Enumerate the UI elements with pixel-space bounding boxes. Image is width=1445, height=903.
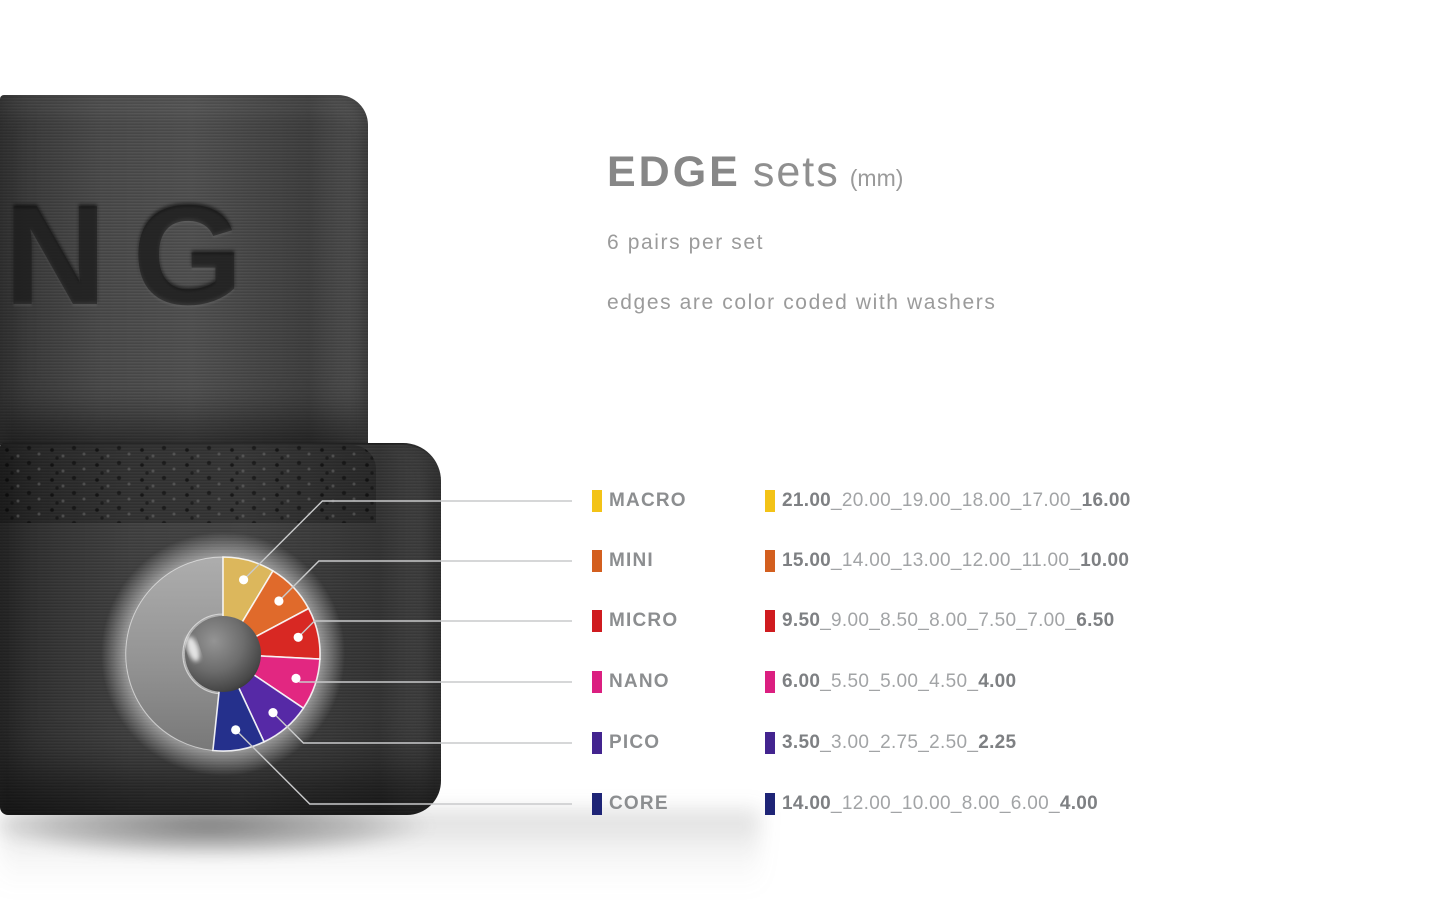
set-row-micro: MICRO 9.50_9.00_8.50_8.00_7.50_7.00_6.50: [592, 608, 1114, 634]
subtitle-color-coded: edges are color coded with washers: [607, 291, 997, 314]
set-color-swatch: [765, 610, 775, 632]
leader-line-macro: [243, 500, 572, 581]
set-color-swatch: [765, 732, 775, 754]
set-row-macro: MACRO 21.00_20.00_19.00_18.00_17.00_16.0…: [592, 488, 1131, 514]
wheel-dot-macro: [239, 575, 249, 585]
leader-line-core: [235, 729, 572, 805]
subtitle-pairs-per-set: 6 pairs per set: [607, 231, 765, 254]
title-sets: sets: [752, 148, 840, 196]
leader-line-pico: [272, 712, 572, 744]
page-title: EDGE sets (mm): [607, 148, 996, 197]
info-panel: EDGE sets (mm) 6 pairs per set edges are c…: [607, 148, 996, 315]
leader-line-mini: [278, 560, 572, 602]
set-values: 14.00_12.00_10.00_8.00_6.00_4.00: [782, 793, 1099, 814]
set-values: 9.50_9.00_8.50_8.00_7.50_7.00_6.50: [782, 610, 1115, 631]
wheel-dot-micro: [293, 632, 303, 642]
wheel-dot-core: [231, 725, 241, 735]
set-row-mini: MINI 15.00_14.00_13.00_12.00_11.00_10.00: [592, 548, 1129, 574]
set-name: MICRO: [609, 610, 679, 631]
wheel-dot-nano: [291, 673, 301, 684]
set-color-swatch: [765, 490, 775, 512]
floor-reflection: [0, 810, 760, 903]
set-row-pico: PICO 3.50_3.00_2.75_2.50_2.25: [592, 730, 1016, 756]
set-color-swatch: [765, 793, 775, 815]
title-unit: (mm): [849, 165, 904, 191]
set-values: 6.00_5.50_5.00_4.50_4.00: [782, 671, 1017, 692]
set-color-swatch: [765, 671, 775, 693]
washer-center-dome: [185, 616, 261, 692]
set-name: MINI: [609, 550, 654, 571]
set-color-swatch: [592, 793, 602, 815]
set-row-core: CORE 14.00_12.00_10.00_8.00_6.00_4.00: [592, 791, 1098, 817]
embossed-logo-text: NG: [4, 176, 269, 335]
set-values: 21.00_20.00_19.00_18.00_17.00_16.00: [782, 490, 1131, 511]
set-name: NANO: [609, 671, 670, 692]
set-color-swatch: [592, 550, 602, 572]
dome-highlight: [186, 636, 200, 662]
set-name: MACRO: [609, 490, 687, 511]
set-color-swatch: [592, 610, 602, 632]
wheel-dot-pico: [268, 708, 278, 718]
set-row-nano: NANO 6.00_5.50_5.00_4.50_4.00: [592, 669, 1016, 695]
set-name: CORE: [609, 793, 669, 814]
set-color-swatch: [592, 671, 602, 693]
set-color-swatch: [592, 732, 602, 754]
set-color-swatch: [765, 550, 775, 572]
washer-gray-half: [125, 556, 224, 752]
wheel-dot-mini: [274, 596, 284, 606]
title-edge: EDGE: [607, 148, 741, 196]
set-values: 3.50_3.00_2.75_2.50_2.25: [782, 732, 1017, 753]
set-values: 15.00_14.00_13.00_12.00_11.00_10.00: [782, 550, 1130, 571]
leader-line-micro: [297, 620, 572, 638]
set-color-swatch: [592, 490, 602, 512]
device-body-upper: NG: [0, 95, 368, 445]
set-name: PICO: [609, 732, 661, 753]
